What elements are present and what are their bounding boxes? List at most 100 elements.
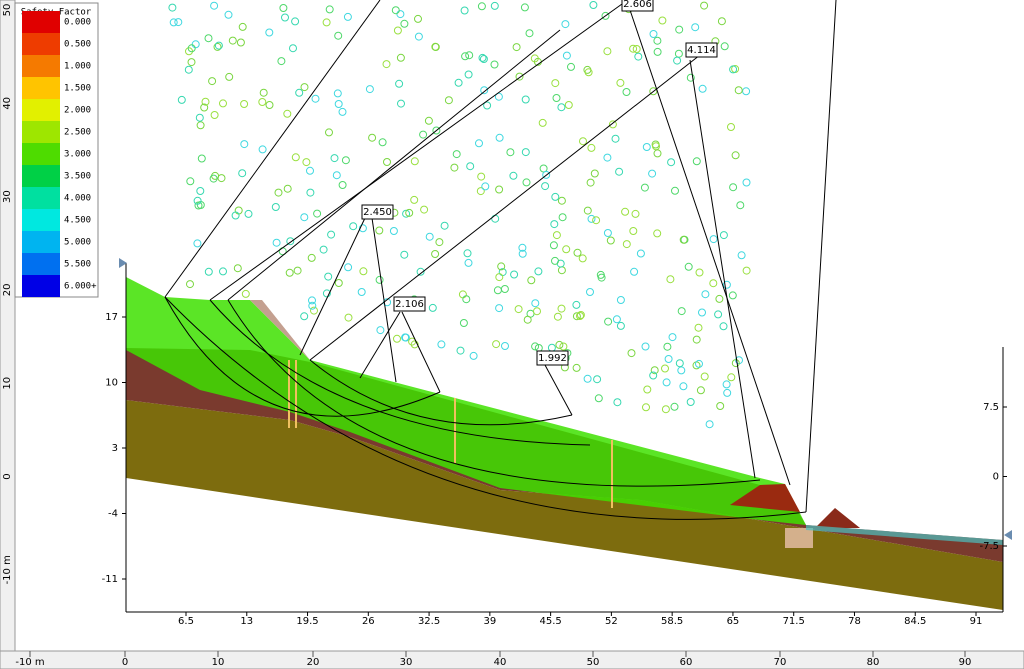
grid-centre <box>477 2 486 11</box>
grid-centre <box>452 150 461 159</box>
grid-centre <box>521 95 530 104</box>
ruler-label: 50 <box>2 4 13 17</box>
grid-centre <box>169 18 178 27</box>
grid-centre <box>727 373 736 382</box>
grid-centre <box>420 205 429 214</box>
grid-centre <box>622 240 631 249</box>
y-tick-label: -11 <box>102 574 118 585</box>
legend-label: 6.000+ <box>64 282 97 292</box>
grid-centre <box>325 128 333 137</box>
grid-centre <box>368 133 377 142</box>
grid-centre <box>219 99 227 108</box>
grid-centre <box>559 342 568 351</box>
block <box>785 528 813 548</box>
legend-swatch <box>22 55 60 77</box>
grid-centre <box>557 196 566 205</box>
grid-centre <box>679 235 688 244</box>
legend-label: 5.500 <box>64 260 91 270</box>
grid-centre <box>410 195 419 204</box>
grid-centre <box>561 20 570 29</box>
grid-centre <box>695 268 704 277</box>
grid-centre <box>396 53 405 62</box>
grid-centre <box>244 209 253 218</box>
grid-centre <box>670 402 679 411</box>
grid-centre <box>709 279 718 288</box>
grid-centre <box>663 342 672 351</box>
grid-centre <box>622 88 631 96</box>
x-tick-label: 78 <box>848 616 861 627</box>
grid-centre <box>308 301 317 310</box>
grid-centre <box>698 308 706 317</box>
grid-centre <box>615 167 624 176</box>
grid-centre <box>283 184 292 193</box>
grid-centre <box>444 96 453 105</box>
grid-centre <box>557 103 566 112</box>
grid-centre <box>616 296 625 304</box>
grid-centre <box>653 47 662 56</box>
grid-centre <box>589 1 598 9</box>
grid-centre <box>293 266 302 275</box>
x-tick-label: 39 <box>483 616 496 627</box>
grid-centre <box>231 211 240 220</box>
grid-centre <box>515 72 524 81</box>
grid-centre <box>490 60 499 69</box>
ruler-label: 10 <box>2 377 13 390</box>
grid-centre <box>401 333 410 342</box>
legend-swatch <box>22 121 60 143</box>
grid-centre <box>603 153 612 162</box>
water-line <box>806 525 1003 545</box>
legend-swatch <box>22 77 60 99</box>
grid-centre <box>365 85 374 94</box>
grid-centre <box>495 304 504 313</box>
grid-centre <box>240 100 249 108</box>
legend-label: 4.000 <box>64 194 91 204</box>
soil-lower <box>126 400 1003 610</box>
grid-centre <box>552 94 561 102</box>
ruler-label: 30 <box>2 190 13 203</box>
legend-label: 0.500 <box>64 40 91 50</box>
grid-centre <box>661 364 669 373</box>
grid-centre <box>551 79 560 88</box>
grid-centre <box>396 10 405 19</box>
y-tick-label: -7.5 <box>979 541 999 552</box>
grid-centre <box>204 267 213 276</box>
grid-centre <box>716 402 725 410</box>
grid-centre <box>701 290 710 299</box>
grid-centre <box>334 31 343 40</box>
grid-centre <box>291 17 300 26</box>
grid-centre <box>649 30 658 38</box>
ruler-label: 90 <box>959 657 972 668</box>
grid-centre <box>410 157 419 166</box>
grid-centre <box>464 258 473 267</box>
grid-centre <box>641 342 650 351</box>
ruler-label: 30 <box>400 657 413 668</box>
grid-centre <box>603 229 612 237</box>
fs-label: 4.114 <box>687 45 716 56</box>
grid-centre <box>666 275 675 284</box>
grid-centre <box>319 245 328 254</box>
grid-centre <box>432 126 441 135</box>
grid-centre <box>572 300 581 309</box>
grid-centre <box>395 79 404 88</box>
grid-centre <box>393 334 401 343</box>
grid-centre <box>431 250 440 258</box>
grid-centre <box>729 65 738 74</box>
grid-centre <box>224 10 233 19</box>
x-tick-label: 71.5 <box>783 616 805 627</box>
grid-centre <box>375 226 384 235</box>
grid-centre <box>291 153 300 162</box>
supports <box>288 360 613 508</box>
grid-centre <box>694 323 703 332</box>
grid-centre <box>603 47 612 56</box>
grid-centre <box>696 386 705 395</box>
grid-centre <box>613 398 622 407</box>
grid-centre <box>632 45 641 53</box>
y-tick-label: 7.5 <box>983 402 999 413</box>
grid-centre <box>461 52 470 61</box>
grid-centre <box>522 178 531 187</box>
grid-centre <box>479 55 488 63</box>
grid-centre <box>435 238 444 247</box>
grid-centre <box>621 207 630 216</box>
grid-centre <box>383 158 391 166</box>
grid-centre <box>642 143 651 151</box>
